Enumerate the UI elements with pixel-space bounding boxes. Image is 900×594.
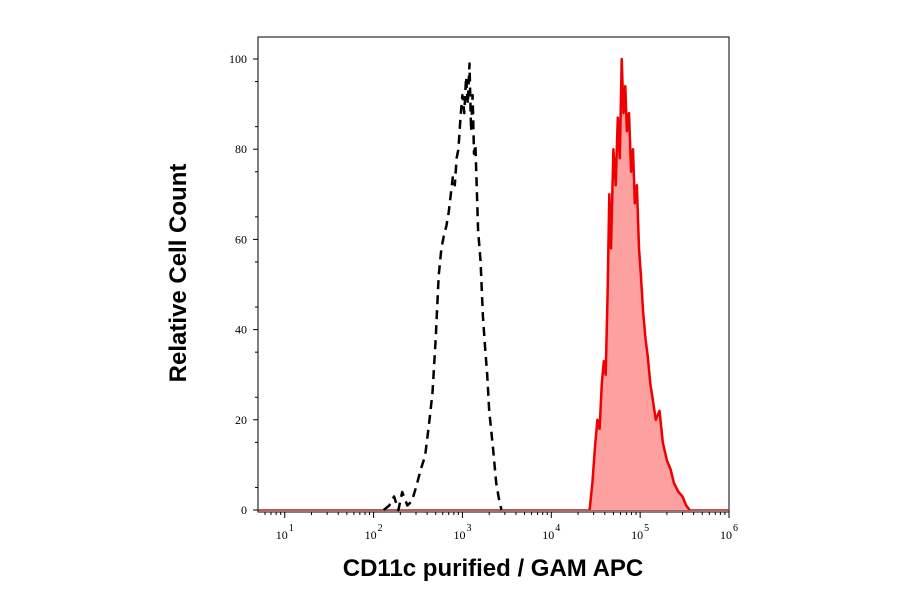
series-1-outline (588, 57, 691, 511)
x-axis: 10 1 10 2 10 3 10 4 10 5 10 6 (264, 512, 738, 542)
x-tick-exponent: 5 (644, 523, 649, 534)
y-axis: 0 20 40 60 80 100 (229, 52, 258, 517)
plot-frame (257, 36, 730, 513)
y-tick-label: 20 (235, 413, 247, 427)
x-tick-exponent: 4 (555, 523, 560, 534)
x-tick-exponent: 2 (378, 523, 383, 534)
x-tick-label: 10 (276, 528, 288, 542)
x-tick-label: 10 (720, 528, 732, 542)
x-tick-exponent: 6 (733, 523, 738, 534)
x-tick-label: 10 (365, 528, 377, 542)
x-tick-exponent: 3 (466, 523, 471, 534)
y-tick-label: 60 (235, 232, 247, 246)
x-tick-label: 10 (542, 528, 554, 542)
y-axis-title: Relative Cell Count (165, 164, 192, 383)
y-tick-label: 0 (241, 503, 247, 517)
x-tick-label: 10 (631, 528, 643, 542)
series-layer (258, 57, 729, 512)
series-1-fill (589, 59, 690, 510)
series-0-dashed-line (382, 62, 503, 512)
y-tick-label: 100 (229, 52, 247, 66)
y-tick-label: 40 (235, 323, 247, 337)
x-tick-exponent: 1 (289, 523, 294, 534)
y-tick-label: 80 (235, 142, 247, 156)
x-tick-label: 10 (453, 528, 465, 542)
x-axis-title: CD11c purified / GAM APC (343, 555, 644, 582)
